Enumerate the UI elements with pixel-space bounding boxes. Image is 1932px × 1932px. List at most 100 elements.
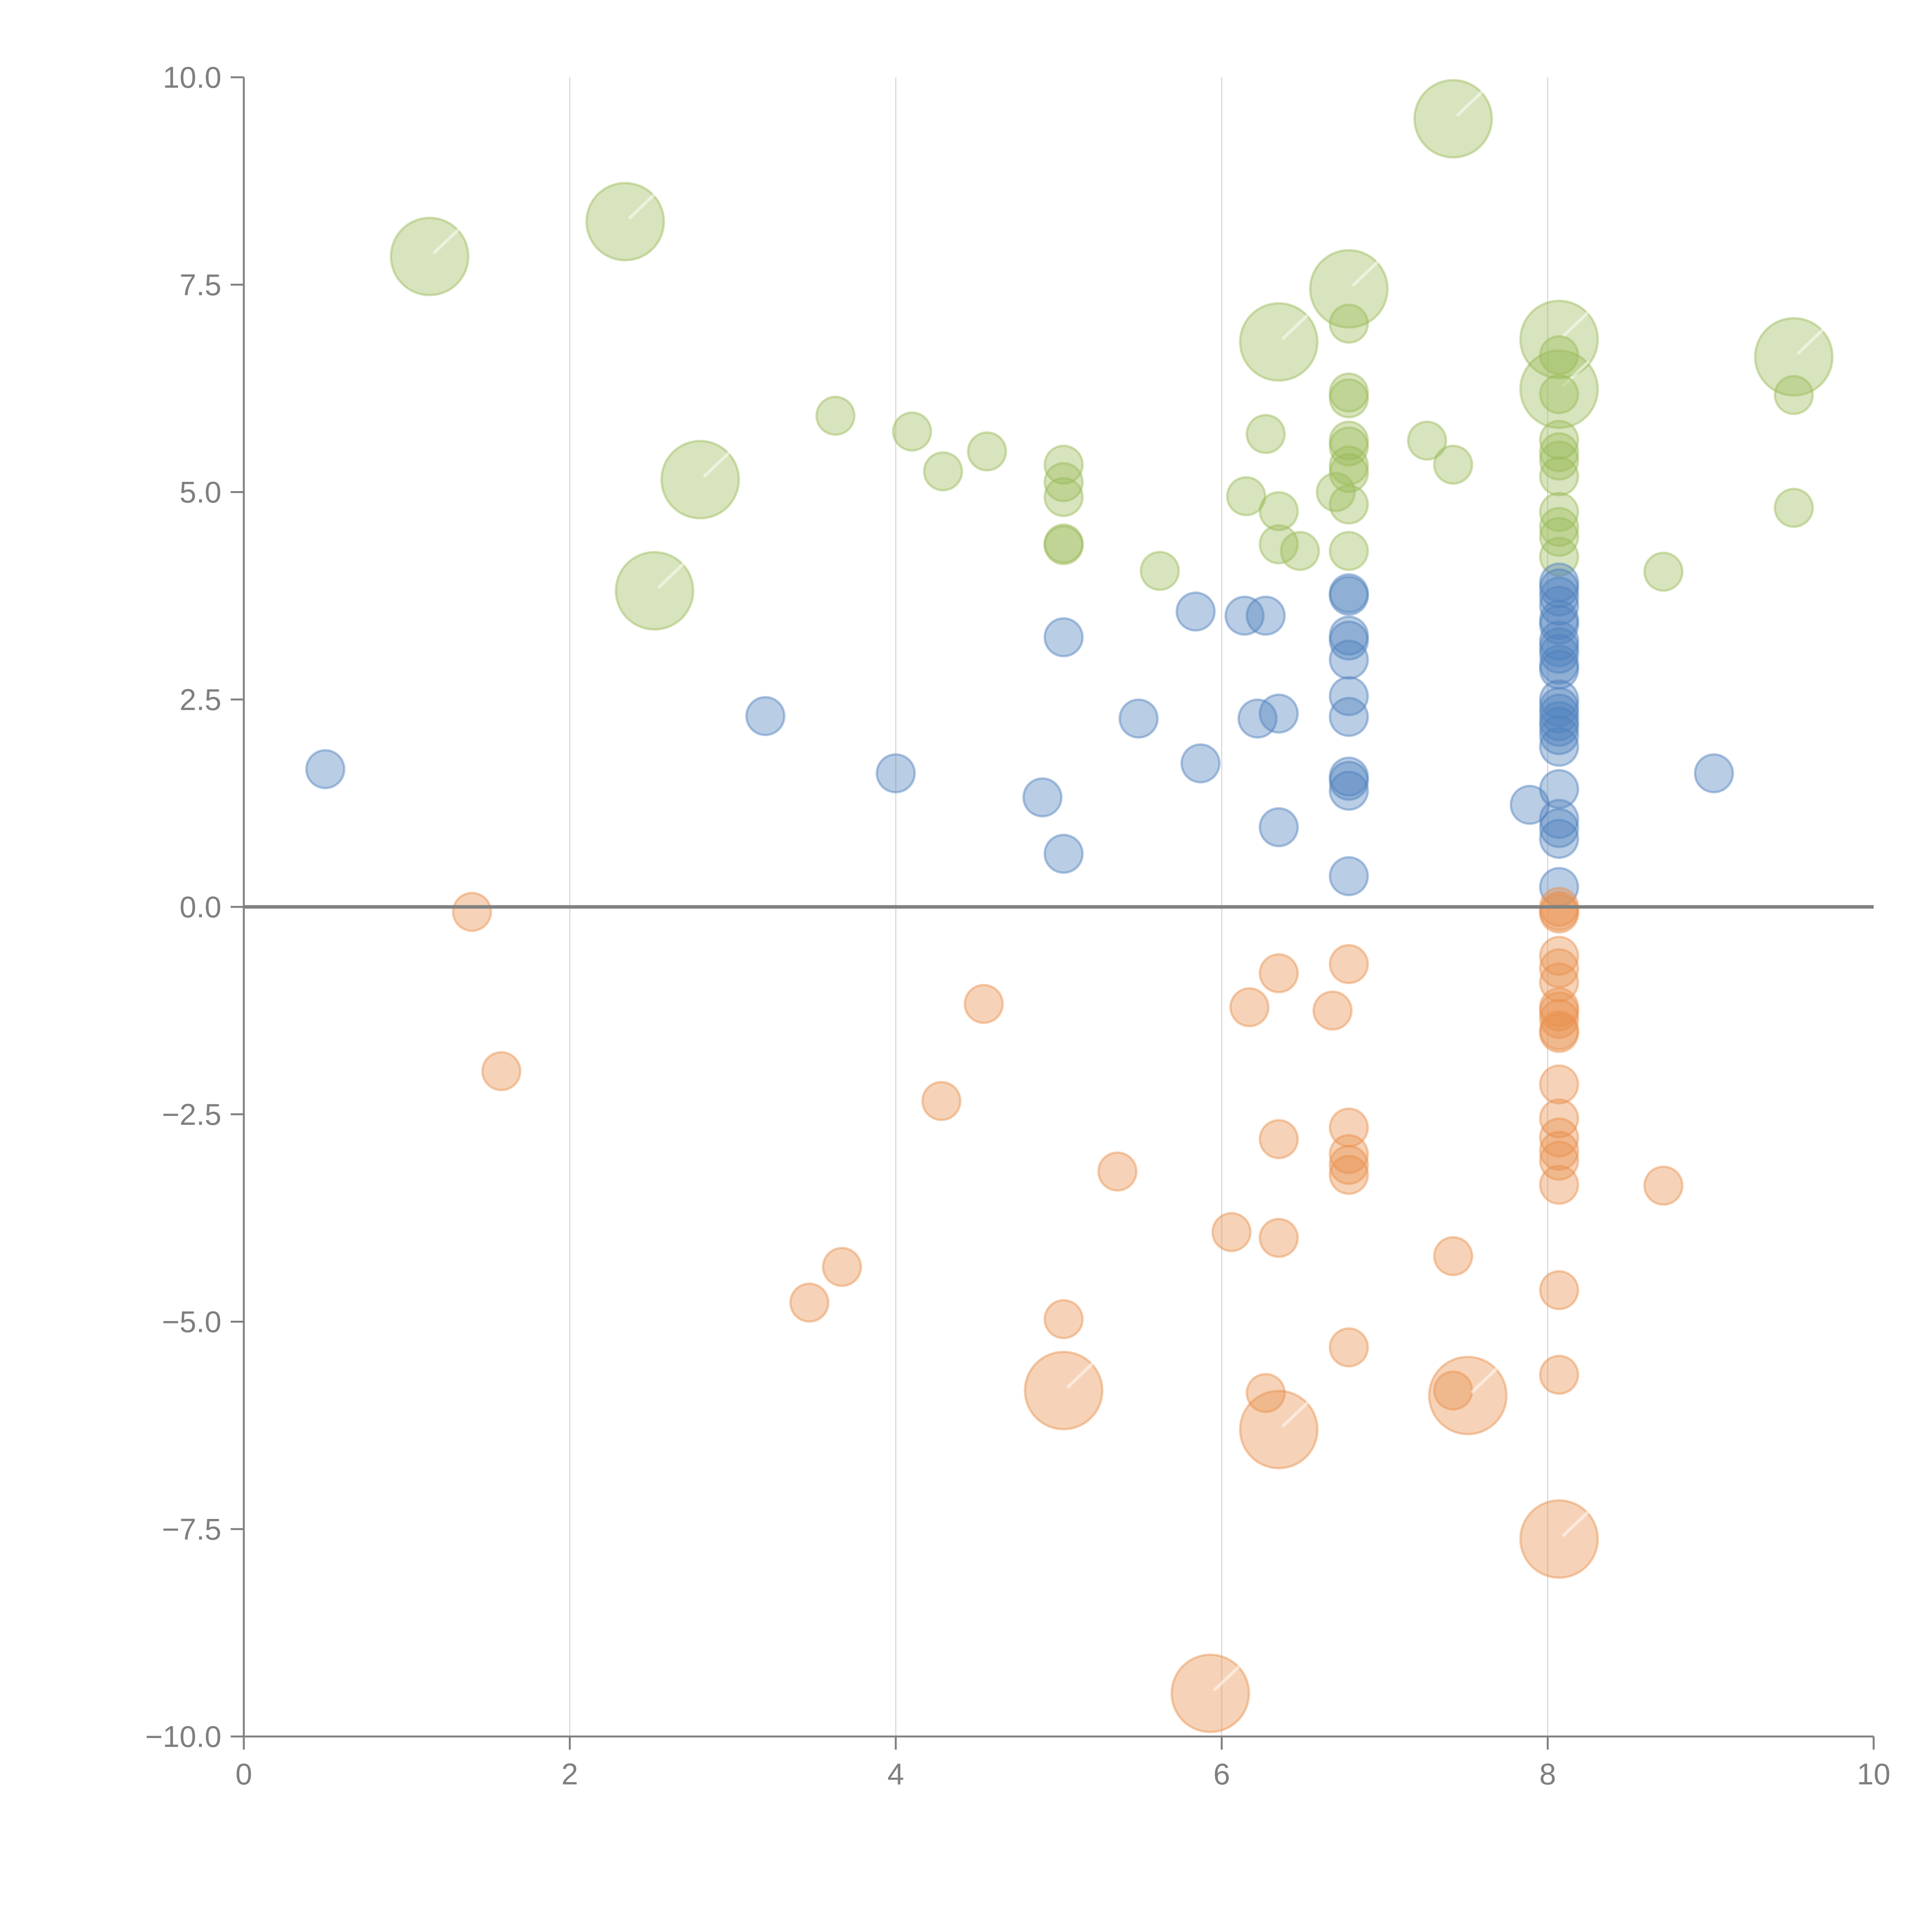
bubble-green bbox=[1245, 414, 1286, 454]
bubble-orange bbox=[1539, 893, 1579, 934]
bubble-green bbox=[1539, 536, 1579, 577]
bubble-circle bbox=[1539, 432, 1579, 473]
bubble-circle bbox=[1539, 935, 1579, 976]
bubble-green bbox=[1328, 372, 1369, 413]
bubble-circle bbox=[1259, 953, 1299, 993]
bubble-blue bbox=[1328, 756, 1369, 797]
bubble-orange bbox=[1519, 1499, 1599, 1579]
bubble-circle bbox=[1328, 856, 1369, 896]
bubble-circle bbox=[1226, 476, 1267, 517]
bubble-green bbox=[1328, 420, 1369, 461]
bubble-circle bbox=[1539, 701, 1579, 742]
bubble-blue bbox=[1328, 575, 1369, 616]
bubble-orange bbox=[1643, 1165, 1684, 1206]
bubble-circle bbox=[1539, 492, 1579, 532]
bubble-green bbox=[1328, 426, 1369, 467]
bubble-circle bbox=[1245, 1373, 1286, 1413]
bubble-circle bbox=[1328, 573, 1369, 614]
bubble-circle bbox=[745, 696, 786, 736]
bubble-orange bbox=[789, 1282, 830, 1323]
bubble-blue bbox=[1539, 818, 1579, 859]
bubble-orange bbox=[452, 891, 492, 932]
bubble-green bbox=[1539, 420, 1579, 460]
x-tick-label: 2 bbox=[561, 1757, 578, 1791]
bubble-green bbox=[1328, 378, 1369, 418]
bubble-blue bbox=[1539, 693, 1579, 734]
bubble-circle bbox=[1328, 420, 1369, 461]
bubble-circle bbox=[1539, 707, 1579, 747]
bubble-circle bbox=[1539, 1131, 1579, 1171]
bubble-circle bbox=[1118, 698, 1159, 739]
bubble-blue bbox=[1539, 726, 1579, 767]
bubble-circle bbox=[1328, 303, 1369, 344]
bubble-blue bbox=[1510, 784, 1550, 825]
bubble-circle bbox=[1539, 962, 1579, 1003]
bubble-green bbox=[1328, 303, 1369, 344]
bubble-green bbox=[1328, 531, 1369, 571]
bubble-circle bbox=[1259, 693, 1299, 734]
bubble-circle bbox=[1043, 462, 1084, 502]
bubble-orange bbox=[822, 1247, 862, 1287]
bubble-highlight bbox=[432, 228, 460, 254]
x-tick-label: 8 bbox=[1539, 1757, 1556, 1791]
bubble-blue bbox=[1539, 620, 1579, 661]
bubble-blue bbox=[1694, 753, 1734, 794]
bubble-circle bbox=[481, 1051, 522, 1092]
bubble-green bbox=[1328, 445, 1369, 486]
bubble-circle bbox=[1043, 523, 1084, 564]
y-tick-label: −7.5 bbox=[162, 1512, 221, 1546]
bubble-circle bbox=[963, 984, 1004, 1024]
bubble-circle bbox=[1180, 743, 1221, 784]
bubble-circle bbox=[452, 891, 492, 932]
bubble-green bbox=[1539, 374, 1579, 415]
bubble-circle bbox=[1328, 1145, 1369, 1185]
bubble-blue bbox=[1259, 693, 1299, 734]
x-tick-label: 0 bbox=[235, 1757, 252, 1791]
bubble-green bbox=[1539, 432, 1579, 473]
bubble-blue bbox=[1539, 799, 1579, 839]
bubble-circle bbox=[1043, 1299, 1084, 1340]
bubble-circle bbox=[1328, 1155, 1369, 1195]
bubble-orange bbox=[1428, 1355, 1508, 1435]
bubble-green bbox=[1407, 420, 1447, 461]
bubble-circle bbox=[1328, 944, 1369, 985]
bubble-orange bbox=[481, 1051, 522, 1092]
bubble-orange bbox=[1539, 1010, 1579, 1051]
bubble-circle bbox=[1539, 987, 1579, 1027]
bubble-circle bbox=[1539, 998, 1579, 1039]
bubble-blue bbox=[745, 696, 786, 736]
bubble-circle bbox=[1433, 444, 1473, 485]
bubble-circle bbox=[1259, 807, 1299, 847]
bubble-circle bbox=[1259, 491, 1299, 531]
bubble-green bbox=[585, 182, 665, 262]
bubble-circle bbox=[1022, 777, 1063, 818]
bubble-blue bbox=[1180, 743, 1221, 784]
bubble-circle bbox=[1539, 649, 1579, 690]
bubble-circle bbox=[1539, 1064, 1579, 1105]
bubble-blue bbox=[1539, 645, 1579, 685]
bubble-highlight bbox=[1282, 1401, 1310, 1427]
bubble-green bbox=[1413, 79, 1493, 159]
bubble-circle bbox=[815, 395, 856, 436]
bubble-circle bbox=[1539, 1354, 1579, 1395]
bubble-circle bbox=[1539, 1098, 1579, 1139]
y-tick-label: −10.0 bbox=[145, 1719, 221, 1753]
bubble-blue bbox=[1539, 715, 1579, 755]
tick-marks bbox=[231, 76, 1875, 1750]
bubble-circle bbox=[1539, 585, 1579, 626]
bubble-circle bbox=[1043, 617, 1084, 658]
bubble-blue bbox=[1539, 568, 1579, 609]
bubble-orange bbox=[1539, 1064, 1579, 1105]
bubble-orange bbox=[1229, 987, 1270, 1027]
bubble-orange bbox=[1539, 1013, 1579, 1053]
bubble-circle bbox=[1043, 525, 1084, 565]
x-tick-labels: 0 2 4 6 8 10 bbox=[235, 1757, 1890, 1791]
bubble-orange bbox=[921, 1081, 962, 1121]
bubble-orange bbox=[1539, 987, 1579, 1027]
x-tick-label: 4 bbox=[888, 1757, 904, 1791]
bubble-blue bbox=[1539, 769, 1579, 810]
bubble-circle bbox=[1175, 591, 1216, 632]
bubble-orange bbox=[1245, 1373, 1286, 1413]
bubble-circle bbox=[1328, 575, 1369, 616]
bubble-circle bbox=[1328, 697, 1369, 737]
